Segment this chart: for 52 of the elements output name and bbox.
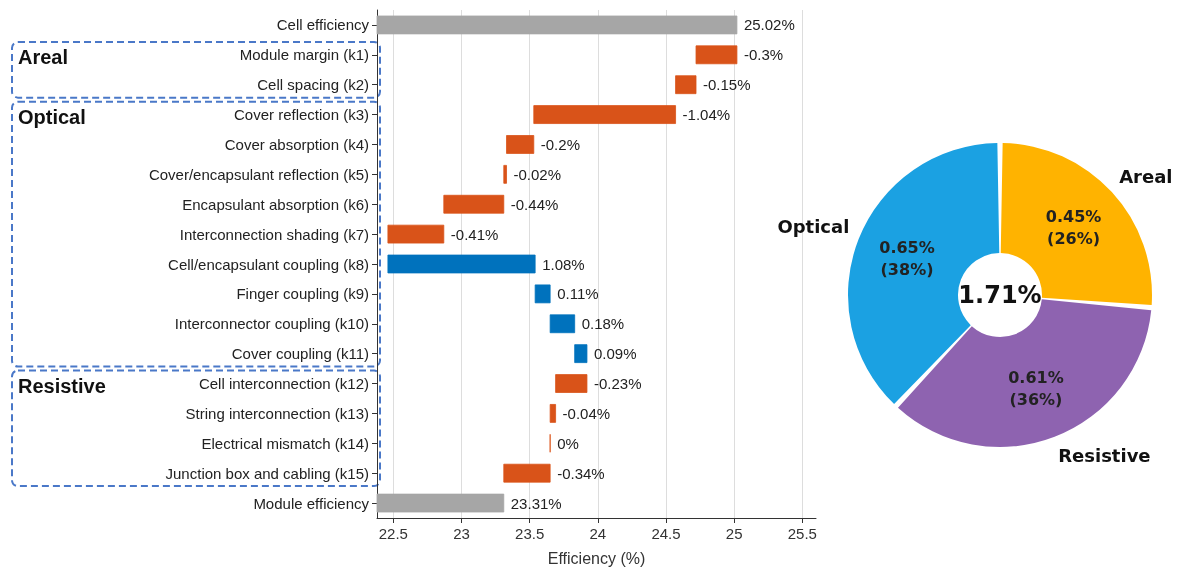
data-label: 1.08% <box>542 255 585 273</box>
data-label: 0.45% (26%) <box>1045 206 1102 248</box>
data-label: 23.31% <box>510 494 562 512</box>
data-label: 0.65% (38%) <box>879 237 935 279</box>
data-label: 0.18% <box>581 315 625 333</box>
x-tick-label: 22.5 <box>378 525 408 542</box>
x-axis-title: Efficiency (%) <box>547 549 646 567</box>
data-label: -0.2% <box>540 135 580 153</box>
data-label: -1.04% <box>682 106 731 124</box>
slice-label: Resistive <box>1058 444 1151 466</box>
slice-label: Optical <box>777 215 850 237</box>
x-tick-label: 23.5 <box>515 525 545 542</box>
data-label: 0% <box>557 434 579 452</box>
y-tick-label: Cover absorption (k4) <box>224 135 369 153</box>
data-label: -0.41% <box>450 225 499 243</box>
data-label: 25.02% <box>743 16 795 34</box>
y-tick-label: Encapsulant absorption (k6) <box>182 195 369 213</box>
x-tick-label: 25.5 <box>787 525 817 542</box>
text: Areal <box>18 45 69 68</box>
y-tick-label: Cell interconnection (k12) <box>198 375 369 393</box>
slice-label: Areal <box>1119 165 1173 187</box>
y-tick-label: Electrical mismatch (k14) <box>201 434 369 452</box>
y-tick-label: Module margin (k1) <box>239 46 369 64</box>
y-tick-label: Module efficiency <box>253 494 370 512</box>
x-tick-label: 24 <box>589 525 607 542</box>
data-label: -0.3% <box>743 46 784 64</box>
y-tick-label: Cell spacing (k2) <box>257 76 369 94</box>
data-label: -0.15% <box>703 76 751 94</box>
data-label: 0.09% <box>593 345 637 363</box>
data-label: 0.61% (36%) <box>1008 367 1064 409</box>
data-label: -0.04% <box>562 404 611 422</box>
data-label: 0.11% <box>557 285 599 303</box>
x-tick-label: 25 <box>725 525 743 542</box>
y-tick-label: Cover reflection (k3) <box>233 106 369 124</box>
y-tick-label: Interconnector coupling (k10) <box>174 315 369 333</box>
y-tick-label: String interconnection (k13) <box>185 404 369 422</box>
y-tick-label: Cover/encapsulant reflection (k5) <box>148 165 369 183</box>
x-tick-label: 23 <box>453 525 470 542</box>
data-label: -0.23% <box>593 375 642 393</box>
data-label: -0.34% <box>557 464 605 482</box>
y-tick-label: Cell/encapsulant coupling (k8) <box>168 255 369 273</box>
text: Resistive <box>18 374 106 397</box>
y-tick-label: Cover coupling (k11) <box>231 345 369 363</box>
text: Optical <box>18 105 86 128</box>
data-label: -0.44% <box>510 195 559 213</box>
x-tick-label: 24.5 <box>651 525 681 542</box>
data-label: -0.02% <box>513 165 562 183</box>
y-tick-label: Interconnection shading (k7) <box>179 225 369 243</box>
y-tick-label: Cell efficiency <box>276 16 370 34</box>
y-tick-label: Finger coupling (k9) <box>236 285 369 303</box>
y-tick-label: Junction box and cabling (k15) <box>165 464 369 482</box>
text: 1.71% <box>958 281 1042 309</box>
